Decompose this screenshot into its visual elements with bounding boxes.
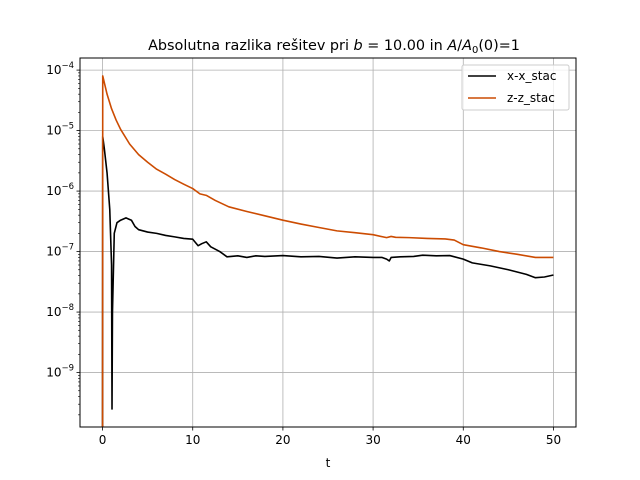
chart-title: Absolutna razlika rešitev pri b = 10.00 … [148, 38, 520, 56]
series-lines [101, 75, 554, 428]
plot-frame [79, 57, 577, 428]
y-tick-label: 10−9 [46, 364, 74, 380]
x-tick-label: 30 [365, 433, 380, 447]
x-axis-label: t [326, 456, 331, 470]
y-tick-label: 10−7 [46, 243, 74, 259]
y-tick-label: 10−8 [46, 303, 74, 319]
series-line-z-z-stac [101, 75, 554, 428]
grid [80, 58, 576, 427]
x-tick-label: 50 [546, 433, 561, 447]
axis-ticks: 0 10 20 30 40 50 10−9 10−8 10−7 10−6 10−5 10−4 [46, 61, 561, 447]
y-tick-label: 10−4 [46, 61, 74, 77]
legend-label-x-x-stac: x-x_stac [507, 69, 556, 83]
series-line-x-x-stac [101, 135, 554, 428]
x-tick-label: 20 [275, 433, 290, 447]
legend-label-z-z-stac: z-z_stac [507, 91, 555, 105]
x-tick-label: 0 [99, 433, 107, 447]
y-tick-label: 10−6 [46, 182, 74, 198]
y-tick-label: 10−5 [46, 122, 74, 138]
legend: x-x_stac z-z_stac [461, 64, 570, 111]
x-tick-label: 40 [456, 433, 471, 447]
x-tick-label: 10 [185, 433, 200, 447]
